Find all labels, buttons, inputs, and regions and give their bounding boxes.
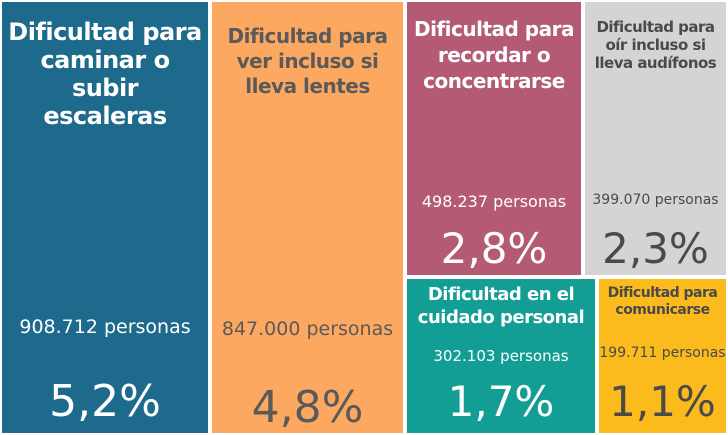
tile-title: Dificultad para comunicarse	[607, 285, 718, 318]
tile-count: 908.712 personas	[19, 316, 191, 338]
tile-cuidado: Dificultad en el cuidado personal 302.10…	[405, 277, 597, 435]
tile-title: Dificultad para oír incluso si lleva aud…	[594, 18, 717, 72]
tile-ver: Dificultad para ver incluso si lleva len…	[210, 0, 405, 435]
tile-count: 399.070 personas	[592, 192, 719, 208]
tile-title: Dificultad para caminar o subir escalera…	[8, 18, 202, 130]
tile-oir: Dificultad para oír incluso si lleva aud…	[583, 0, 728, 277]
tile-count: 847.000 personas	[221, 318, 394, 340]
tile-count: 199.711 personas	[599, 345, 726, 361]
tile-percent: 2,3%	[602, 224, 709, 273]
tile-percent: 4,8%	[251, 382, 364, 433]
tile-count: 498.237 personas	[421, 192, 567, 211]
tile-title: Dificultad para recordar o concentrarse	[414, 17, 574, 93]
tile-caminar: Dificultad para caminar o subir escalera…	[0, 0, 210, 435]
tile-comunicarse: Dificultad para comunicarse 199.711 pers…	[597, 277, 728, 435]
tile-percent: 1,1%	[609, 377, 716, 426]
tile-title: Dificultad para ver incluso si lleva len…	[227, 24, 388, 98]
tile-title: Dificultad en el cuidado personal	[417, 284, 585, 328]
tile-percent: 1,7%	[447, 377, 555, 426]
tile-recordar: Dificultad para recordar o concentrarse …	[405, 0, 583, 277]
tile-percent: 2,8%	[440, 224, 548, 273]
tile-percent: 5,2%	[49, 376, 161, 427]
tile-count: 302.103 personas	[433, 347, 569, 365]
